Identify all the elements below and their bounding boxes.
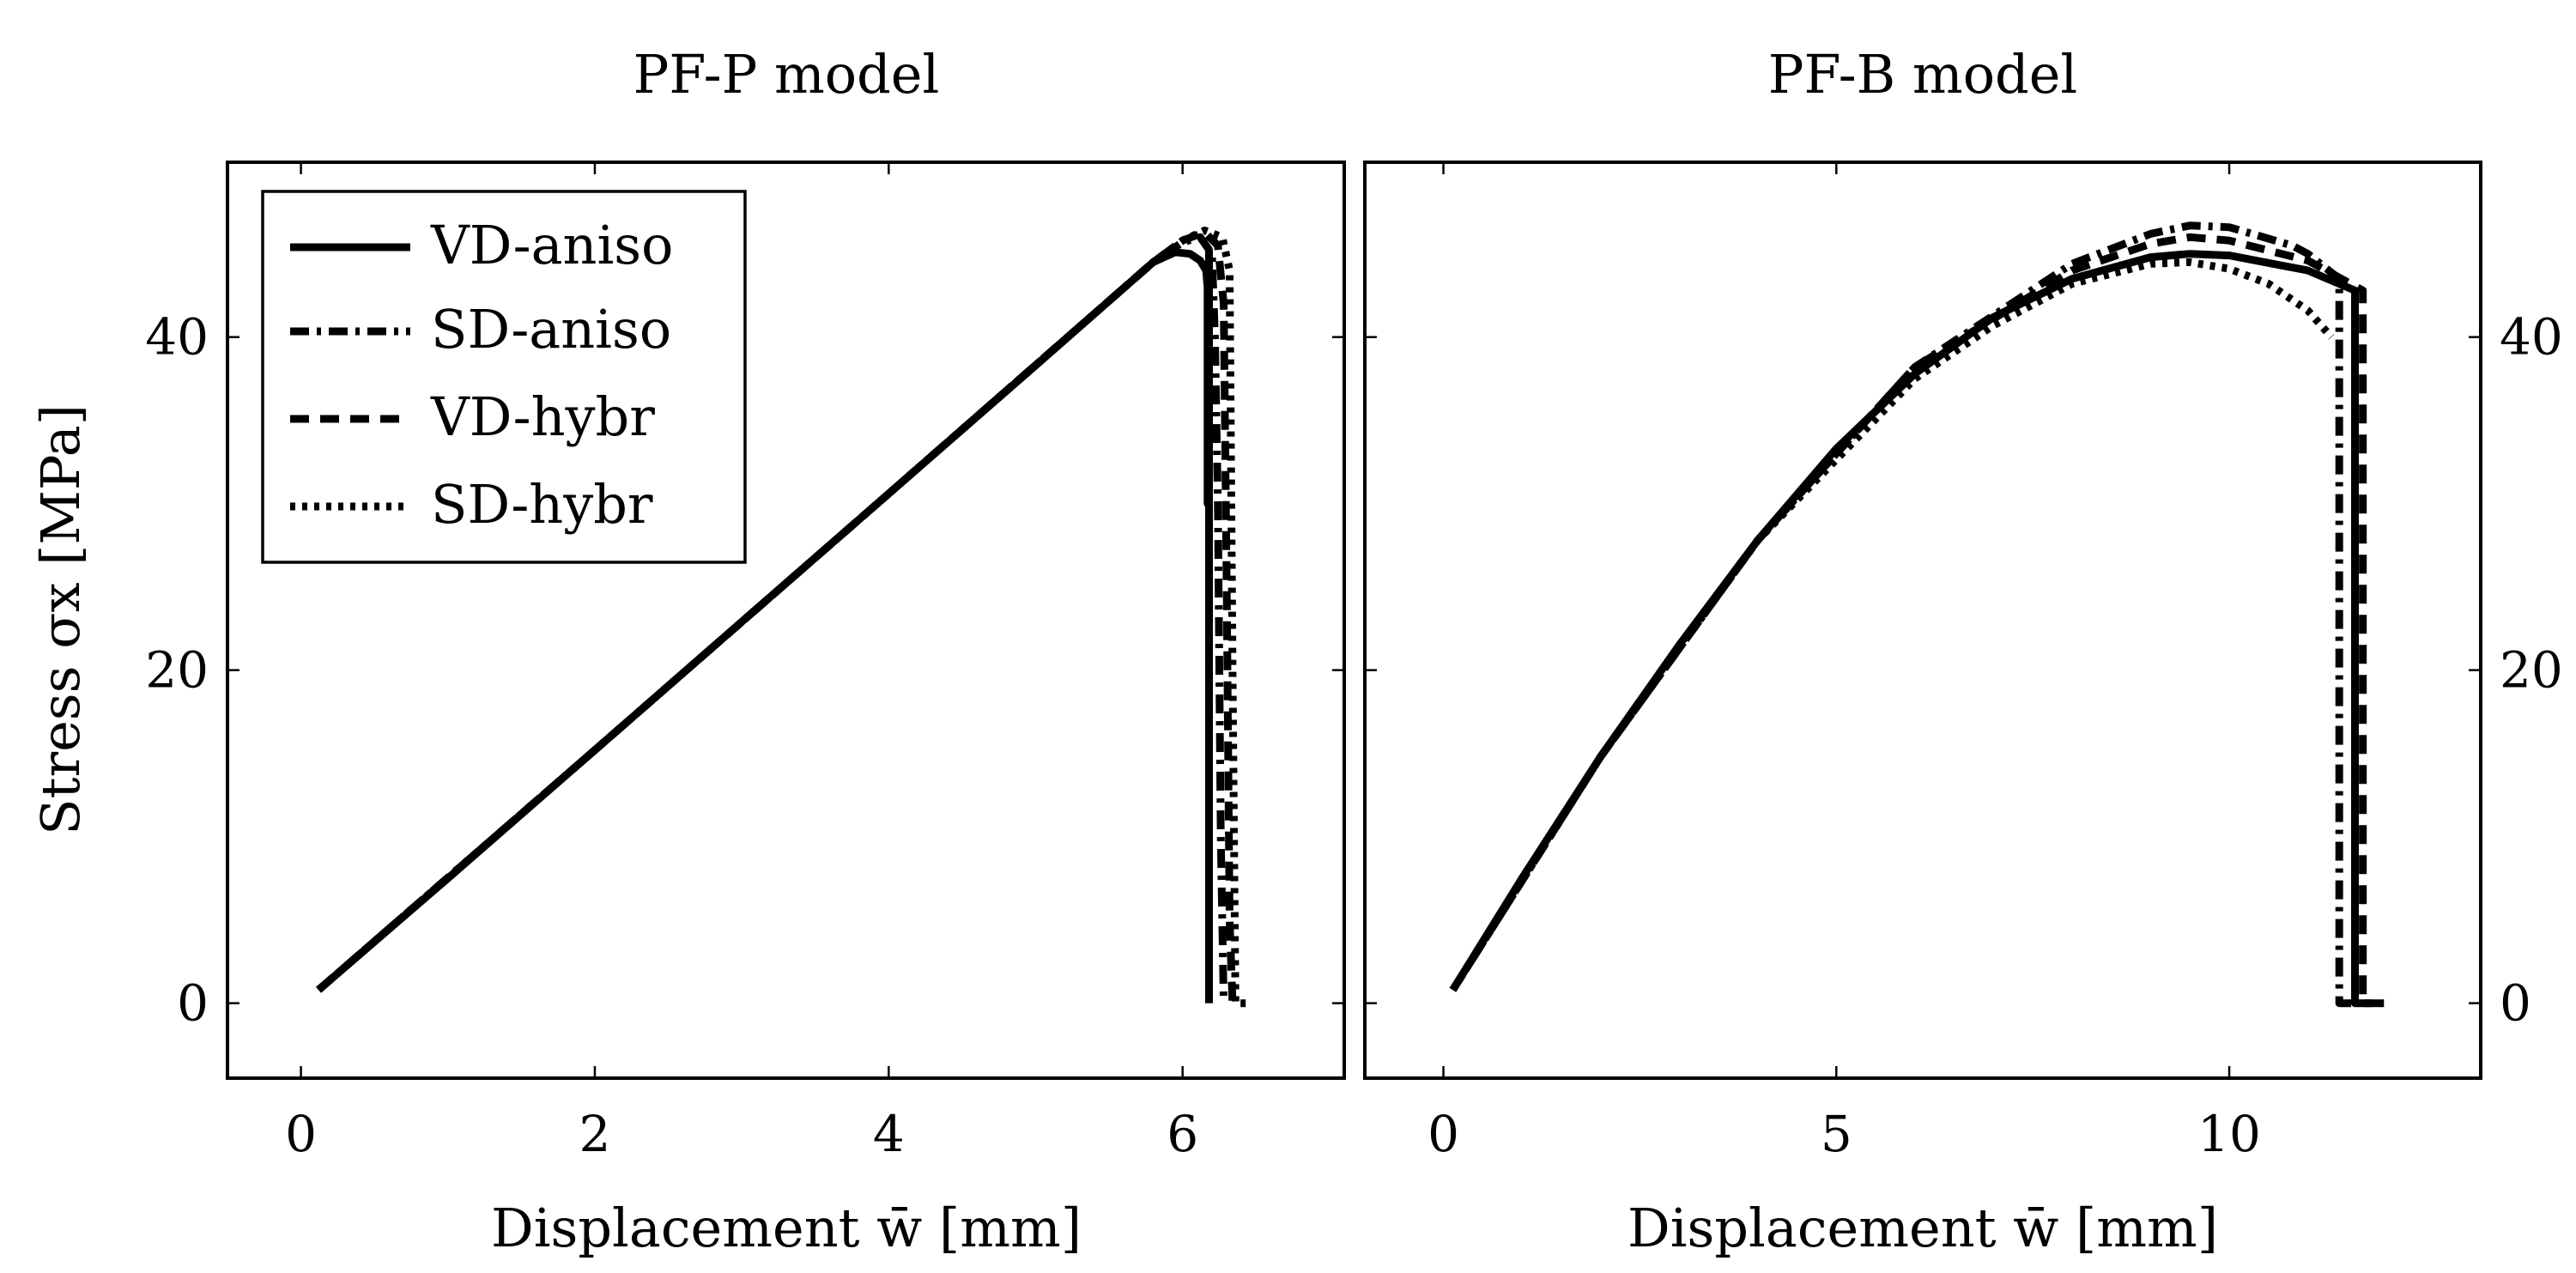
panel-title: PF-P model <box>633 43 940 106</box>
series-sd-hybr <box>316 227 1249 1008</box>
legend-label-vd-hybr: VD-hybr <box>430 385 655 448</box>
plot-frame <box>226 161 1346 1080</box>
series-sd-aniso <box>1449 221 2355 1008</box>
series-vd-hybr <box>1449 233 2387 1008</box>
panel-title: PF-B model <box>1768 43 2078 106</box>
y-tick-label: 40 <box>2500 308 2563 367</box>
y-tick-label: 0 <box>2500 974 2531 1033</box>
legend-label-sd-aniso: SD-aniso <box>431 298 671 361</box>
legend-box <box>261 190 747 564</box>
panel-pf-b: PF-B model 0 5 10 0 20 40 Displacement w̄ [mm… <box>1363 43 2563 1259</box>
y-tick-label: 20 <box>145 641 209 700</box>
y-tick-label: 40 <box>145 308 209 367</box>
plot-frame <box>1363 161 2482 1080</box>
x-tick-label: 6 <box>1167 1105 1198 1163</box>
legend-label-vd-aniso: VD-aniso <box>430 214 673 276</box>
x-tick-label: 0 <box>1427 1105 1459 1163</box>
legend-label-sd-hybr: SD-hybr <box>431 473 653 536</box>
axis-ticks: 0 5 10 0 20 40 <box>1365 162 2563 1163</box>
axis-ticks: 0 2 4 6 0 20 40 <box>145 162 1344 1163</box>
series-layer <box>1449 221 2387 1008</box>
x-tick-label: 10 <box>2197 1105 2261 1163</box>
x-tick-label: 5 <box>1821 1105 1852 1163</box>
panel-pf-p: PF-P model 0 2 4 6 0 20 40 Displacement w̄ [mm… <box>29 43 1346 1259</box>
y-tick-label: 0 <box>177 974 209 1033</box>
x-axis-label: Displacement w̄ [mm] <box>491 1197 1082 1259</box>
series-layer <box>316 227 1249 1008</box>
x-tick-label: 0 <box>285 1105 317 1163</box>
y-axis-label: Stress σx [MPa] <box>29 404 92 835</box>
x-tick-label: 4 <box>873 1105 905 1163</box>
series-sd-hybr <box>1449 258 2335 992</box>
y-tick-label: 20 <box>2500 641 2563 700</box>
x-tick-label: 2 <box>579 1105 611 1163</box>
series-vd-hybr <box>316 228 1237 1003</box>
x-axis-label: Displacement w̄ [mm] <box>1627 1197 2218 1259</box>
legend: VD-aniso SD-aniso VD-hybr SD-hybr <box>261 190 747 564</box>
